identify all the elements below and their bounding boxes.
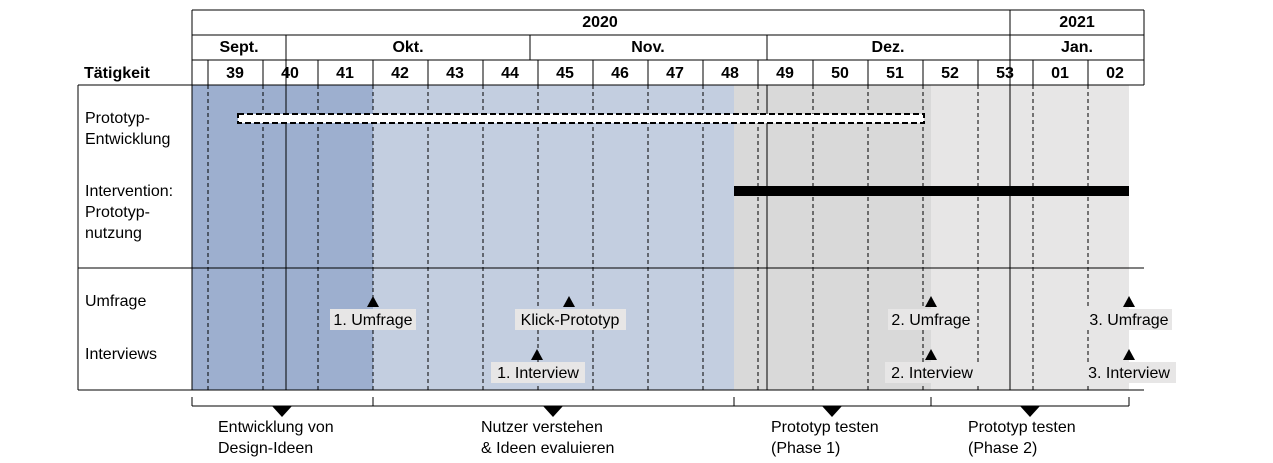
prototyp-entwicklung-bar (237, 113, 925, 124)
phase-label-2: Nutzer verstehen & Ideen evaluieren (481, 419, 615, 457)
triangle-klick-prototyp (563, 296, 575, 307)
row-label-interviews: Interviews (85, 346, 158, 363)
week-46: 46 (611, 65, 629, 82)
week-53: 53 (996, 65, 1014, 82)
label-interview-1: 1. Interview (497, 365, 579, 382)
week-02: 02 (1106, 65, 1124, 82)
week-40: 40 (281, 65, 299, 82)
row-label-prototyp-entwicklung: Prototyp- Entwicklung (85, 110, 171, 148)
week-49: 49 (776, 65, 794, 82)
week-01: 01 (1051, 65, 1069, 82)
phase-4-band (931, 85, 1129, 390)
label-umfrage-2: 2. Umfrage (891, 312, 970, 329)
triangle-umfrage-3 (1123, 296, 1135, 307)
row-label-intervention: Intervention: Prototyp- nutzung (85, 183, 174, 242)
label-umfrage-3: 3. Umfrage (1089, 312, 1168, 329)
phase-1-band (192, 85, 373, 390)
triangle-umfrage-1 (367, 296, 379, 307)
week-50: 50 (831, 65, 849, 82)
week-45: 45 (556, 65, 574, 82)
year-2020: 2020 (582, 14, 618, 31)
month-jan: Jan. (1061, 39, 1093, 56)
label-klick-prototyp: Klick-Prototyp (521, 312, 620, 329)
label-interview-2: 2. Interview (891, 365, 973, 382)
phase-4-marker (1020, 406, 1040, 417)
month-sept: Sept. (219, 39, 258, 56)
week-47: 47 (666, 65, 684, 82)
year-2021: 2021 (1059, 14, 1095, 31)
label-umfrage-1: 1. Umfrage (333, 312, 412, 329)
phase-label-1: Entwicklung von Design-Ideen (218, 419, 334, 457)
week-43: 43 (446, 65, 464, 82)
phase-2-band (373, 85, 734, 390)
phase-3-band (734, 85, 931, 390)
triangle-interview-2 (925, 349, 937, 360)
month-nov: Nov. (631, 39, 664, 56)
phase-2-marker (543, 406, 563, 417)
triangle-interview-1 (531, 349, 543, 360)
label-interview-3: 3. Interview (1088, 365, 1170, 382)
week-39: 39 (226, 65, 244, 82)
week-42: 42 (391, 65, 409, 82)
week-48: 48 (721, 65, 739, 82)
phase-label-3: Prototyp testen (Phase 1) (771, 419, 879, 457)
month-dez: Dez. (872, 39, 905, 56)
week-41: 41 (336, 65, 354, 82)
row-label-umfrage: Umfrage (85, 293, 147, 310)
triangle-umfrage-2 (925, 296, 937, 307)
activity-label: Tätigkeit (84, 65, 150, 82)
phase-3-marker (822, 406, 842, 417)
week-44: 44 (501, 65, 519, 82)
month-okt: Okt. (392, 39, 423, 56)
phase-1-marker (272, 406, 292, 417)
intervention-bar (734, 186, 1129, 196)
phase-label-4: Prototyp testen (Phase 2) (968, 419, 1076, 457)
week-51: 51 (886, 65, 904, 82)
triangle-interview-3 (1123, 349, 1135, 360)
week-52: 52 (941, 65, 959, 82)
